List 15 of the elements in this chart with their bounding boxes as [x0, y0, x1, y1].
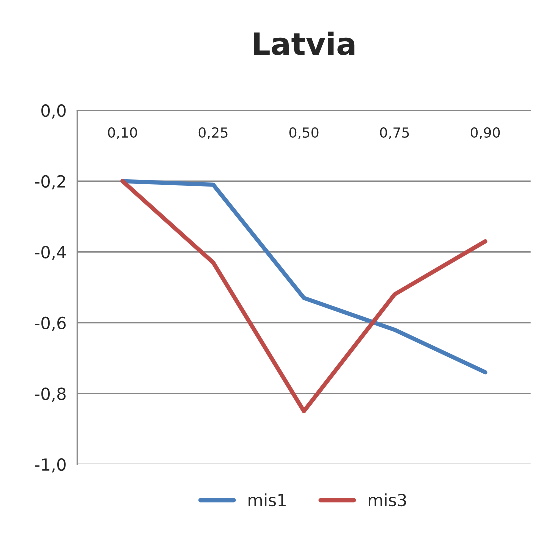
x-tick-label: 0,90 — [470, 128, 500, 140]
y-tick-label: -0,8 — [35, 388, 66, 402]
x-tick-label: 0,25 — [198, 128, 228, 140]
legend-label: mis3 — [368, 494, 406, 507]
line-series — [120, 179, 488, 414]
y-tick-label: -0,4 — [35, 246, 66, 260]
y-tick-label: -1,0 — [35, 458, 66, 473]
x-tick-label: 0,50 — [290, 128, 319, 140]
y-tick-label: -0,6 — [35, 316, 66, 332]
y-tick-label: -0,2 — [35, 175, 66, 190]
x-tick-label: 0,75 — [380, 128, 410, 140]
y-tick-label: 0,0 — [42, 104, 66, 119]
legend-label: mis1 — [248, 494, 286, 507]
chart-title: Latvia — [254, 32, 355, 56]
x-tick-label: 0,10 — [108, 128, 138, 140]
